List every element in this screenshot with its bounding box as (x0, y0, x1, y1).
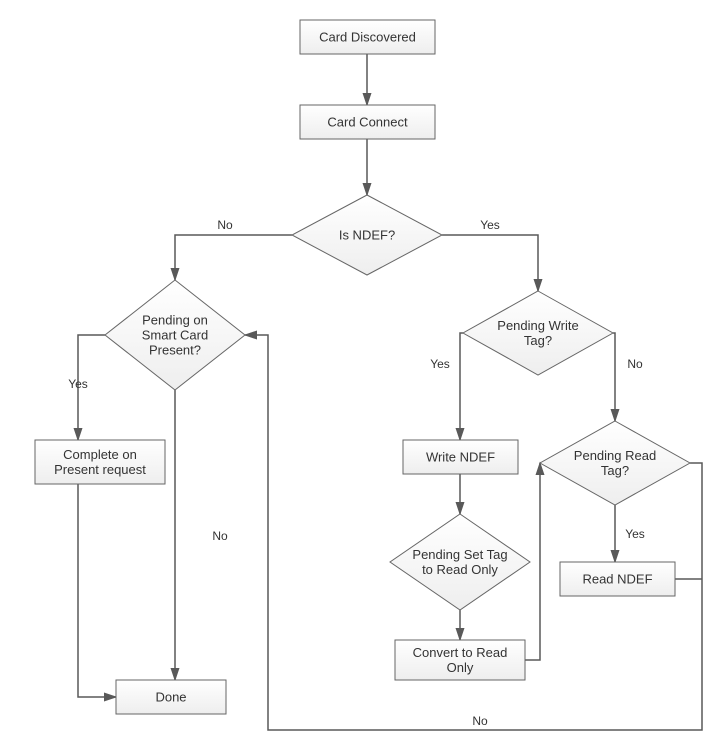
node-text: Card Discovered (319, 30, 416, 45)
edge-label-no: No (627, 357, 643, 371)
node-text: Is NDEF? (339, 228, 395, 243)
node-text: Tag? (601, 463, 629, 478)
node-text: Pending on (142, 313, 208, 328)
edge-label-yes: Yes (68, 377, 88, 391)
edge (442, 235, 538, 291)
node-text: Pending Read (574, 448, 656, 463)
flowchart-canvas: No Yes Yes No Yes No Yes No Card Discove… (0, 0, 722, 748)
edge (613, 333, 615, 421)
node-text: Present? (149, 343, 201, 358)
edge-label-yes: Yes (480, 218, 500, 232)
node-text: Complete on (63, 447, 137, 462)
node-text: Pending Write (497, 318, 578, 333)
edge (460, 333, 463, 440)
node-text: Write NDEF (426, 450, 495, 465)
edge (175, 235, 292, 280)
node-text: Tag? (524, 333, 552, 348)
edge-label-no: No (212, 529, 228, 543)
edge (78, 484, 116, 697)
node-text: Smart Card (142, 328, 208, 343)
edge-label-yes: Yes (625, 527, 645, 541)
node-text: Read NDEF (582, 572, 652, 587)
edge-label-yes: Yes (430, 357, 450, 371)
node-text: Done (155, 690, 186, 705)
node-text: Pending Set Tag (412, 547, 507, 562)
edge-label-no: No (472, 714, 488, 728)
edge-label-no: No (217, 218, 233, 232)
node-text: Present request (54, 462, 146, 477)
node-text: Card Connect (327, 115, 408, 130)
node-text: Only (447, 660, 474, 675)
node-text: Convert to Read (413, 645, 508, 660)
node-text: to Read Only (422, 562, 498, 577)
